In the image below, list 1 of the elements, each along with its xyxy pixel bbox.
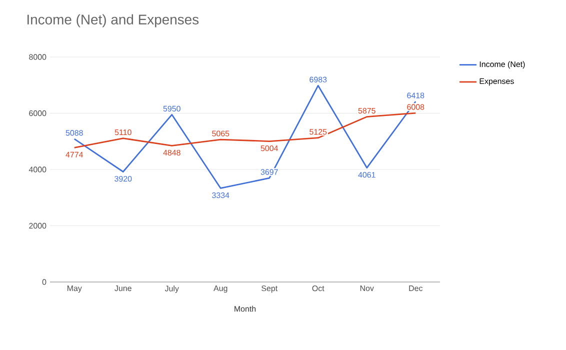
chart-title: Income (Net) and Expenses (28, 14, 199, 28)
